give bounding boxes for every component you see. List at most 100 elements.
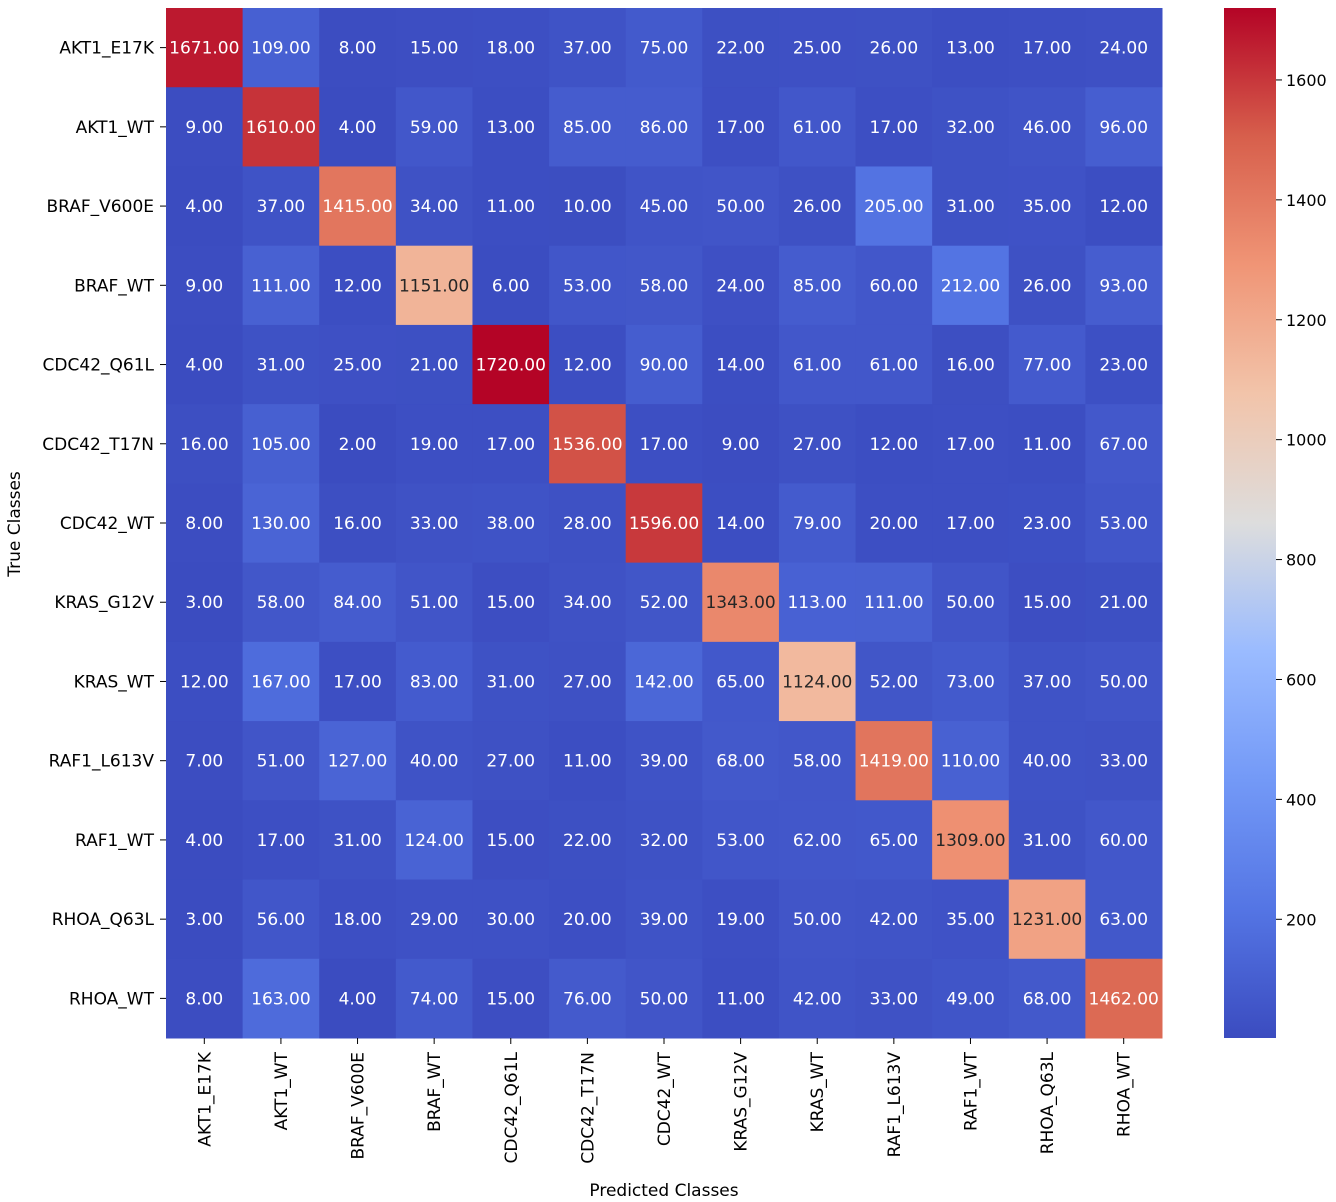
cell-value-label: 3.00 — [185, 593, 223, 613]
heatmap-cell — [319, 245, 397, 326]
colorbar-tick-label: 400 — [1286, 790, 1317, 809]
cell-value-label: 37.00 — [563, 39, 612, 59]
cell-value-label: 59.00 — [410, 118, 459, 138]
cell-value-label: 50.00 — [793, 910, 842, 930]
cell-value-label: 33.00 — [870, 989, 919, 1009]
heatmap-cell — [932, 958, 1010, 1039]
heatmap-cell — [1085, 166, 1163, 247]
heatmap-cell — [1008, 879, 1086, 960]
cell-value-label: 17.00 — [870, 118, 919, 138]
cell-value-label: 58.00 — [257, 593, 306, 613]
cell-value-label: 32.00 — [946, 118, 995, 138]
cell-value-label: 15.00 — [486, 989, 535, 1009]
cell-value-label: 15.00 — [486, 831, 535, 851]
cell-value-label: 63.00 — [1099, 910, 1148, 930]
heatmap-cell — [242, 324, 320, 405]
cell-value-label: 60.00 — [870, 276, 919, 296]
cell-value-label: 93.00 — [1099, 276, 1148, 296]
heatmap-cell — [625, 166, 703, 247]
cell-value-label: 124.00 — [404, 831, 463, 851]
colorbar-ticks: 200 400 600 800 1000 1200 1400 1600 — [1276, 71, 1327, 929]
heatmap-cell — [319, 8, 397, 88]
cell-value-label: 16.00 — [333, 514, 382, 534]
cell-value-label: 1151.00 — [399, 276, 469, 296]
cell-value-label: 84.00 — [333, 593, 382, 613]
heatmap-cell — [242, 721, 320, 801]
cell-value-label: 76.00 — [563, 989, 612, 1009]
cell-value-label: 113.00 — [787, 593, 846, 613]
cell-value-label: 50.00 — [716, 197, 765, 217]
heatmap-cell — [625, 641, 703, 722]
cell-value-label: 51.00 — [410, 593, 459, 613]
cell-value-label: 31.00 — [486, 672, 535, 692]
cell-value-label: 18.00 — [333, 910, 382, 930]
x-tick-label: CDC42_T17N — [578, 1052, 598, 1164]
heatmap-cell — [1008, 958, 1086, 1039]
cell-value-label: 1124.00 — [782, 672, 852, 692]
y-tick-label: AKT1_WT — [76, 118, 155, 138]
cell-value-label: 31.00 — [1023, 831, 1072, 851]
heatmap-cell-labels: 1671.00 109.00 8.00 15.00 18.00 37.00 75.00 22.… — [169, 39, 1159, 1010]
heatmap-cell — [778, 87, 857, 167]
cell-value-label: 67.00 — [1099, 435, 1148, 455]
heatmap-cell — [778, 404, 857, 484]
cell-value-label: 1720.00 — [476, 356, 546, 376]
cell-value-label: 4.00 — [185, 831, 223, 851]
y-tick-label: RAF1_L613V — [49, 752, 155, 772]
cell-value-label: 19.00 — [410, 435, 459, 455]
heatmap-cell — [1008, 562, 1086, 643]
y-tick-label: RAF1_WT — [75, 831, 155, 851]
cell-value-label: 96.00 — [1099, 118, 1148, 138]
cell-value-label: 31.00 — [257, 356, 306, 376]
cell-value-label: 53.00 — [716, 831, 765, 851]
cell-value-label: 52.00 — [870, 672, 919, 692]
heatmap-cell — [1085, 641, 1163, 722]
cell-value-label: 26.00 — [793, 197, 842, 217]
cell-value-label: 24.00 — [1099, 39, 1148, 59]
heatmap-cell — [242, 245, 320, 326]
cell-value-label: 11.00 — [486, 197, 535, 217]
cell-value-label: 8.00 — [339, 39, 377, 59]
cell-value-label: 15.00 — [410, 39, 459, 59]
y-tick-label: CDC42_Q61L — [43, 356, 155, 376]
cell-value-label: 1231.00 — [1012, 910, 1082, 930]
heatmap-cell — [1008, 404, 1086, 484]
heatmap-cell — [778, 483, 857, 564]
heatmap-cell — [778, 800, 857, 881]
x-tick-label: BRAF_V600E — [349, 1052, 369, 1160]
heatmap-cell — [625, 958, 703, 1039]
cell-value-label: 68.00 — [1023, 989, 1072, 1009]
heatmap-cell — [242, 562, 320, 643]
cell-value-label: 86.00 — [640, 118, 689, 138]
heatmap-cell — [1008, 87, 1086, 167]
heatmap-cell — [778, 324, 857, 405]
heatmap-cell — [932, 245, 1010, 326]
colorbar — [1224, 8, 1276, 1038]
heatmap-cell — [549, 958, 627, 1039]
heatmap-cell — [319, 404, 397, 484]
heatmap-cell — [778, 958, 857, 1039]
cell-value-label: 130.00 — [251, 514, 310, 534]
heatmap-cell — [166, 721, 244, 801]
heatmap-cell — [1008, 721, 1086, 801]
heatmap-cell — [702, 483, 780, 564]
heatmap-cell — [855, 8, 933, 88]
cell-value-label: 15.00 — [486, 593, 535, 613]
cell-value-label: 4.00 — [339, 118, 377, 138]
cell-value-label: 1462.00 — [1089, 989, 1159, 1009]
cell-value-label: 61.00 — [793, 356, 842, 376]
cell-value-label: 50.00 — [1099, 672, 1148, 692]
cell-value-label: 17.00 — [1023, 39, 1072, 59]
heatmap-cell — [778, 641, 857, 722]
cell-value-label: 35.00 — [946, 910, 995, 930]
heatmap-cell — [1085, 245, 1163, 326]
heatmap-cell — [625, 879, 703, 960]
heatmap-cell — [625, 562, 703, 643]
cell-value-label: 14.00 — [716, 514, 765, 534]
colorbar-tick-label: 1200 — [1286, 311, 1327, 330]
heatmap-cell — [1085, 324, 1163, 405]
cell-value-label: 15.00 — [1023, 593, 1072, 613]
cell-value-label: 28.00 — [563, 514, 612, 534]
heatmap-cell — [702, 641, 780, 722]
y-tick-label: RHOA_Q63L — [52, 910, 155, 930]
